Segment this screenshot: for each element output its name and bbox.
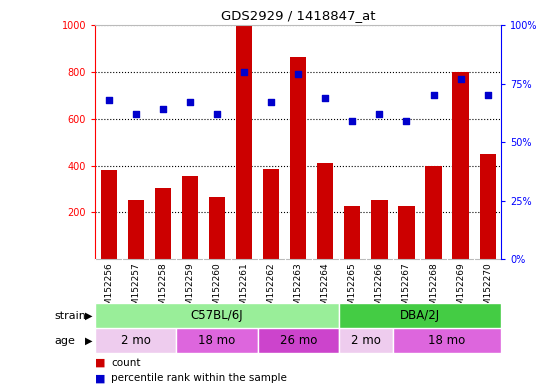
Text: GDS2929 / 1418847_at: GDS2929 / 1418847_at <box>221 9 375 22</box>
Point <box>104 97 113 103</box>
Point <box>429 92 438 98</box>
Bar <box>258 328 339 353</box>
Text: GSM152268: GSM152268 <box>429 263 438 318</box>
Text: GSM152260: GSM152260 <box>212 263 222 318</box>
Text: ▶: ▶ <box>85 311 92 321</box>
Text: C57BL/6J: C57BL/6J <box>191 310 243 322</box>
Bar <box>263 169 279 259</box>
Text: GSM152265: GSM152265 <box>348 263 357 318</box>
Text: GSM152270: GSM152270 <box>483 263 492 318</box>
Text: 2 mo: 2 mo <box>351 334 381 347</box>
Text: 18 mo: 18 mo <box>198 334 236 347</box>
Text: percentile rank within the sample: percentile rank within the sample <box>111 373 287 383</box>
Bar <box>95 328 176 353</box>
Point <box>131 111 140 117</box>
Bar <box>426 166 442 259</box>
Bar <box>479 154 496 259</box>
Bar <box>182 176 198 259</box>
Bar <box>209 197 225 259</box>
Point <box>158 106 167 113</box>
Text: GSM152259: GSM152259 <box>185 263 194 318</box>
Bar <box>176 328 258 353</box>
Text: ▶: ▶ <box>85 336 92 346</box>
Point <box>293 71 302 77</box>
Text: 26 mo: 26 mo <box>279 334 317 347</box>
Bar <box>236 26 252 259</box>
Text: GSM152258: GSM152258 <box>158 263 167 318</box>
Text: ■: ■ <box>95 373 106 383</box>
Text: GSM152261: GSM152261 <box>240 263 249 318</box>
Point <box>375 111 384 117</box>
Bar <box>344 206 361 259</box>
Text: 18 mo: 18 mo <box>428 334 466 347</box>
Bar <box>95 303 339 328</box>
Text: GSM152266: GSM152266 <box>375 263 384 318</box>
Point <box>483 92 492 98</box>
Text: strain: strain <box>54 311 86 321</box>
Text: GSM152264: GSM152264 <box>321 263 330 317</box>
Bar <box>155 188 171 259</box>
Bar <box>339 303 501 328</box>
Bar <box>290 56 306 259</box>
Bar <box>128 200 144 259</box>
Text: GSM152263: GSM152263 <box>293 263 303 318</box>
Point <box>213 111 222 117</box>
Point <box>267 99 276 105</box>
Text: age: age <box>54 336 75 346</box>
Text: DBA/2J: DBA/2J <box>400 310 440 322</box>
Bar <box>393 328 501 353</box>
Text: GSM152256: GSM152256 <box>104 263 113 318</box>
Text: 2 mo: 2 mo <box>121 334 151 347</box>
Point <box>321 94 330 101</box>
Text: GSM152269: GSM152269 <box>456 263 465 318</box>
Point <box>348 118 357 124</box>
Point <box>402 118 411 124</box>
Text: count: count <box>111 358 141 368</box>
Bar <box>371 200 388 259</box>
Text: GSM152262: GSM152262 <box>267 263 276 317</box>
Point <box>240 69 249 75</box>
Bar <box>101 170 117 259</box>
Text: GSM152257: GSM152257 <box>131 263 141 318</box>
Point <box>456 76 465 82</box>
Text: ■: ■ <box>95 358 106 368</box>
Bar <box>339 328 393 353</box>
Bar <box>398 206 414 259</box>
Point <box>185 99 194 105</box>
Text: GSM152267: GSM152267 <box>402 263 411 318</box>
Bar <box>452 72 469 259</box>
Bar <box>317 163 333 259</box>
